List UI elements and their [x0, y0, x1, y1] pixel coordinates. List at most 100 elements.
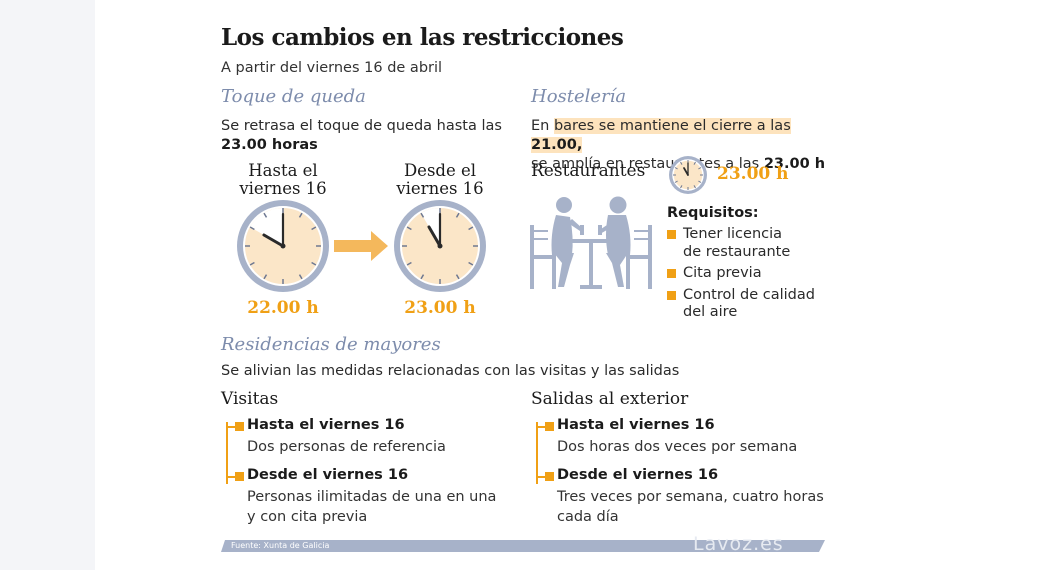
- requisitos-heading: Requisitos:: [667, 205, 759, 221]
- requisito-line: Tener licencia: [683, 226, 783, 242]
- visitas-item: Hasta el viernes 16 Dos personas de refe…: [221, 416, 511, 457]
- visitas-item-title: Hasta el viernes 16: [247, 417, 405, 433]
- bullet-square-icon: [667, 230, 676, 239]
- clock-tick: [311, 261, 317, 266]
- clock-tick: [674, 180, 678, 183]
- tree-hook: [536, 426, 545, 428]
- hosteleria-line2-bold: 23.00 h: [763, 156, 826, 172]
- requisito-line: Control de calidad: [683, 286, 815, 303]
- requisito-line: del aire: [683, 304, 738, 320]
- page-subtitle: A partir del viernes 16 de abril: [221, 60, 443, 76]
- salidas-item-title: Desde el viernes 16: [557, 467, 719, 483]
- salidas-tree: Hasta el viernes 16 Dos horas dos veces …: [531, 416, 831, 532]
- clock-before-label-2: viernes 16: [239, 179, 327, 198]
- visitas-item-text: y con cita previa: [247, 509, 368, 525]
- clock-tick: [298, 212, 303, 218]
- tree-connector: [226, 422, 228, 484]
- requisitos-list: Tener licencia de restaurante Cita previ…: [667, 226, 847, 326]
- toque-heading: Toque de queda: [221, 86, 366, 107]
- clock-before-label-1: Hasta el: [248, 161, 318, 180]
- curfew-clocks-graphic: [237, 200, 486, 292]
- toque-line2: 23.00 horas: [221, 137, 318, 153]
- requisito-item: Control de calidad del aire: [667, 287, 847, 322]
- clock-tick: [420, 274, 425, 280]
- visitas-tree: Hasta el viernes 16 Dos personas de refe…: [221, 416, 511, 532]
- clock-after-time: 23.00 h: [404, 298, 476, 318]
- hosteleria-line1-hl: bares se mantiene el cierre a las: [553, 118, 791, 134]
- clock-small-icon: [669, 156, 707, 194]
- salidas-item-text: Dos horas dos veces por semana: [557, 439, 798, 455]
- requisito-line: Cita previa: [683, 265, 762, 281]
- toque-line1: Se retrasa el toque de queda hasta las: [221, 118, 502, 134]
- source-text: Fuente: Xunta de Galicia: [231, 541, 330, 550]
- clock-tick: [680, 185, 683, 189]
- hosteleria-heading: Hostelería: [531, 86, 627, 107]
- clock-tick: [263, 274, 268, 280]
- clock-after-icon: [394, 200, 486, 292]
- clock-tick: [406, 226, 412, 231]
- hosteleria-line1-pre: En: [531, 118, 554, 134]
- visitas-item-text: Personas ilimitadas de una en una: [247, 489, 497, 505]
- visitas-item-title: Desde el viernes 16: [247, 467, 409, 483]
- visitas-item: Desde el viernes 16 Personas ilimitadas …: [221, 466, 511, 527]
- clock-tick: [674, 167, 678, 170]
- bullet-square-icon: [667, 269, 676, 278]
- salidas-item-text: Tres veces por semana, cuatro horas: [557, 489, 824, 505]
- clock-tick: [455, 274, 460, 280]
- clock-tick: [263, 212, 268, 218]
- clock-after-label-1: Desde el: [403, 161, 477, 180]
- residencias-heading: Residencias de mayores: [221, 334, 441, 355]
- clock-tick: [249, 261, 255, 266]
- clock-after-label-2: viernes 16: [396, 179, 484, 198]
- content-panel: [95, 0, 1064, 570]
- clock-before-icon: [237, 200, 329, 292]
- restaurantes-time: 23.00 h: [717, 164, 789, 184]
- bullet-square-icon: [545, 422, 554, 431]
- bullet-square-icon: [235, 472, 244, 481]
- visitas-heading: Visitas: [221, 389, 279, 409]
- bullet-square-icon: [235, 422, 244, 431]
- clock-tick: [298, 274, 303, 280]
- brand-watermark: Lavoz.es: [693, 533, 784, 555]
- clock-tick: [249, 226, 255, 231]
- requisito-line: de restaurante: [683, 243, 791, 260]
- salidas-item: Hasta el viernes 16 Dos horas dos veces …: [531, 416, 831, 457]
- residencias-intro: Se alivian las medidas relacionadas con …: [221, 363, 680, 379]
- hosteleria-description: En bares se mantiene el cierre a las 21.…: [531, 117, 831, 174]
- toque-description: Se retrasa el toque de queda hasta las 2…: [221, 117, 511, 155]
- clock-before-label: Hasta el viernes 16: [213, 162, 353, 198]
- bullet-square-icon: [667, 290, 676, 300]
- hosteleria-line1-bold: 21.00,: [531, 137, 583, 153]
- hosteleria-highlight: bares se mantiene el cierre a las 21.00,: [531, 118, 791, 153]
- clock-tick: [406, 261, 412, 266]
- page-title: Los cambios en las restricciones: [221, 24, 624, 51]
- tree-hook: [226, 476, 235, 478]
- clock-tick: [693, 161, 696, 165]
- clock-tick: [693, 185, 696, 189]
- clock-tick: [680, 161, 683, 165]
- clock-tick: [698, 180, 702, 183]
- salidas-item-text: cada día: [557, 509, 619, 525]
- clock-tick: [698, 167, 702, 170]
- tree-hook: [226, 426, 235, 428]
- hosteleria-line1: En bares se mantiene el cierre a las 21.…: [531, 117, 831, 155]
- source-bar: [221, 540, 825, 552]
- restaurantes-label: Restaurantes: [531, 161, 646, 181]
- clock-closed-wedge: [250, 208, 283, 246]
- requisito-item: Tener licencia de restaurante: [667, 226, 847, 261]
- arrow-icon: [334, 231, 388, 261]
- clock-tick: [468, 261, 474, 266]
- bullet-square-icon: [545, 472, 554, 481]
- clock-after-label: Desde el viernes 16: [370, 162, 510, 198]
- requisito-item: Cita previa: [667, 265, 847, 283]
- salidas-item: Desde el viernes 16 Tres veces por seman…: [531, 466, 831, 527]
- diners-icon: [530, 196, 652, 289]
- tree-connector: [536, 422, 538, 484]
- salidas-heading: Salidas al exterior: [531, 389, 689, 409]
- tree-hook: [536, 476, 545, 478]
- clock-before-time: 22.00 h: [247, 298, 319, 318]
- clock-tick: [420, 212, 425, 218]
- salidas-item-title: Hasta el viernes 16: [557, 417, 715, 433]
- clock-tick: [468, 226, 474, 231]
- clock-tick: [455, 212, 460, 218]
